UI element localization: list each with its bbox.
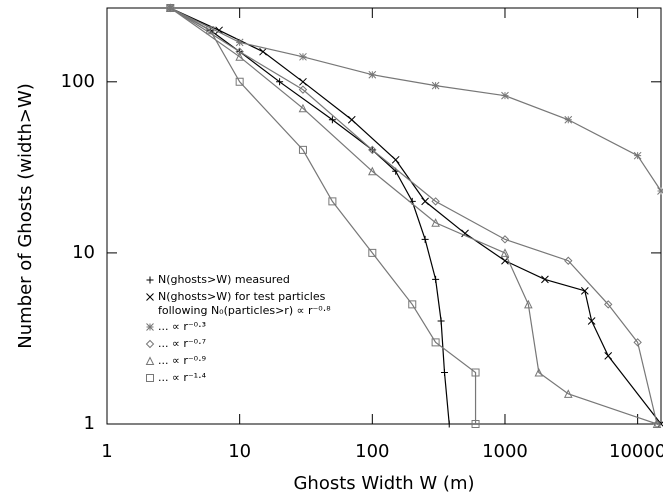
legend-label: ... ∝ r⁻¹·⁴: [158, 371, 207, 384]
marker: [441, 369, 448, 376]
annotation: following N₀(particles>r) ∝ r⁻⁰·⁸: [158, 304, 331, 317]
marker: [147, 294, 154, 301]
x-tick-label: 10: [228, 441, 251, 462]
marker: [147, 277, 154, 284]
series-line: [170, 8, 661, 191]
marker: [432, 276, 439, 283]
marker: [438, 317, 445, 324]
marker: [236, 39, 243, 46]
series-line: [170, 8, 661, 424]
legend-entry: N(ghosts>W) measured: [147, 273, 290, 286]
series-line: [170, 8, 449, 424]
legend-entry: ... ∝ r⁻¹·⁴: [147, 371, 207, 384]
x-tick-label: 1: [101, 441, 112, 462]
legend-label: N(ghosts>W) measured: [158, 273, 290, 286]
legend-entry: ... ∝ r⁻⁰·⁹: [147, 354, 207, 367]
legend-label: ... ∝ r⁻⁰·⁷: [158, 337, 206, 350]
marker: [147, 358, 154, 365]
marker: [147, 324, 154, 331]
legend-entry: N(ghosts>W) for test particles: [147, 290, 326, 303]
marker: [260, 48, 267, 55]
y-tick-label: 1: [84, 413, 95, 434]
marker: [299, 53, 306, 60]
legend-entry: ... ∝ r⁻⁰·⁷: [147, 337, 207, 350]
marker: [422, 198, 429, 205]
legend-label: ... ∝ r⁻⁰·³: [158, 320, 206, 333]
legend-label: ... ∝ r⁻⁰·⁹: [158, 354, 206, 367]
legend-entry: ... ∝ r⁻⁰·³: [147, 320, 207, 333]
marker: [348, 116, 355, 123]
legend-label: N(ghosts>W) for test particles: [158, 290, 326, 303]
x-axis-label: Ghosts Width W (m): [293, 473, 474, 494]
marker: [147, 341, 154, 348]
x-tick-label: 100: [355, 441, 389, 462]
marker: [501, 92, 508, 99]
marker: [605, 352, 612, 359]
marker: [299, 78, 306, 85]
series-line: [170, 8, 657, 424]
series-line: [170, 8, 475, 424]
x-tick-label: 10000: [609, 441, 663, 462]
y-tick-label: 10: [72, 242, 95, 263]
marker: [446, 421, 453, 428]
marker: [369, 71, 376, 78]
marker: [658, 188, 663, 195]
marker: [392, 156, 399, 163]
x-tick-label: 1000: [482, 441, 528, 462]
marker: [541, 276, 548, 283]
marker: [565, 116, 572, 123]
series-line: [170, 8, 657, 424]
marker: [422, 236, 429, 243]
y-tick-label: 100: [61, 71, 95, 92]
y-axis-label: Number of Ghosts (width>W): [15, 83, 36, 349]
marker: [634, 152, 641, 159]
marker: [147, 375, 154, 382]
marker: [432, 82, 439, 89]
